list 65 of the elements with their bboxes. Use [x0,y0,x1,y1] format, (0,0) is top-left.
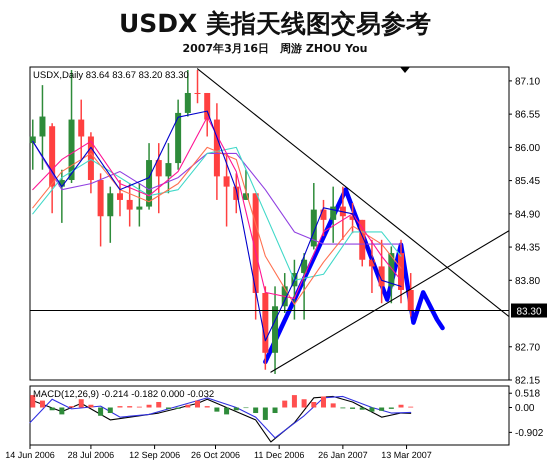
bar [214,408,220,412]
y-tick-label: 0.518 [515,388,540,400]
bar [330,403,336,408]
ref-line-label: 83.30 [516,306,542,318]
bar [185,404,190,408]
y-tick-label: -0.902 [515,428,544,439]
x-tick-label: 11 Dec 2006 [254,450,304,460]
candlestick [330,186,336,244]
bar [253,408,258,414]
candlestick [78,98,84,161]
candlestick [194,69,201,104]
x-tick-label: 26 Jan 2007 [318,450,368,460]
y-tick-label: 0.00 [515,403,535,414]
bar [369,408,374,412]
candlestick [224,152,230,228]
bar [302,399,307,408]
y-tick-label: 83.80 [515,276,540,287]
x-tick-label: 12 Sep 2006 [129,450,180,460]
bar [195,400,200,408]
y-tick-label: 85.45 [515,176,540,188]
bar [30,395,36,408]
bar [224,408,230,414]
bar [282,400,288,408]
bar [108,408,113,414]
y-tick-label: 86.00 [515,142,540,154]
chart-title: USDX 美指天线图交易参考 [118,9,432,38]
annotation: MACD(12,26,9) -0.214 -0.182 0.000 -0.032 [33,389,214,400]
bar [78,399,84,408]
bar [272,408,278,414]
y-tick-label: 87.10 [515,76,540,88]
bar [234,408,239,410]
y-tick-label: 82.15 [515,376,540,386]
candlestick [107,186,114,244]
bar [59,408,64,414]
bar [50,408,55,410]
bar [40,400,45,408]
candlestick [116,179,123,217]
bar [98,408,104,416]
y-tick-label: 82.70 [515,342,540,354]
bar [292,395,297,408]
bar [320,396,326,408]
bar [88,404,94,408]
bar [398,404,404,408]
candlestick [156,142,162,214]
y-tick-label: 84.35 [515,242,540,254]
candlestick [39,84,46,170]
bar [146,404,152,408]
candlestick [30,118,36,170]
candlestick [136,182,142,228]
candlestick [165,142,172,194]
candlestick [320,199,326,237]
bar [379,408,384,411]
candlestick [126,182,133,228]
y-tick-label: 86.55 [515,110,540,121]
x-tick-label: 14 Jun 2006 [5,450,55,460]
x-tick-label: 26 Oct 2006 [190,450,240,460]
y-tick-label: 84.90 [515,209,540,220]
bar [262,408,268,420]
x-tick-label: 13 Mar 2007 [381,450,432,460]
bar [156,402,162,408]
candlestick [378,239,385,304]
chart-subtitle: 2007年3月16日 周游 ZHOU You [182,42,368,55]
bar [311,402,316,408]
x-tick-label: 28 Jul 2006 [68,450,114,460]
candlestick [408,272,414,318]
